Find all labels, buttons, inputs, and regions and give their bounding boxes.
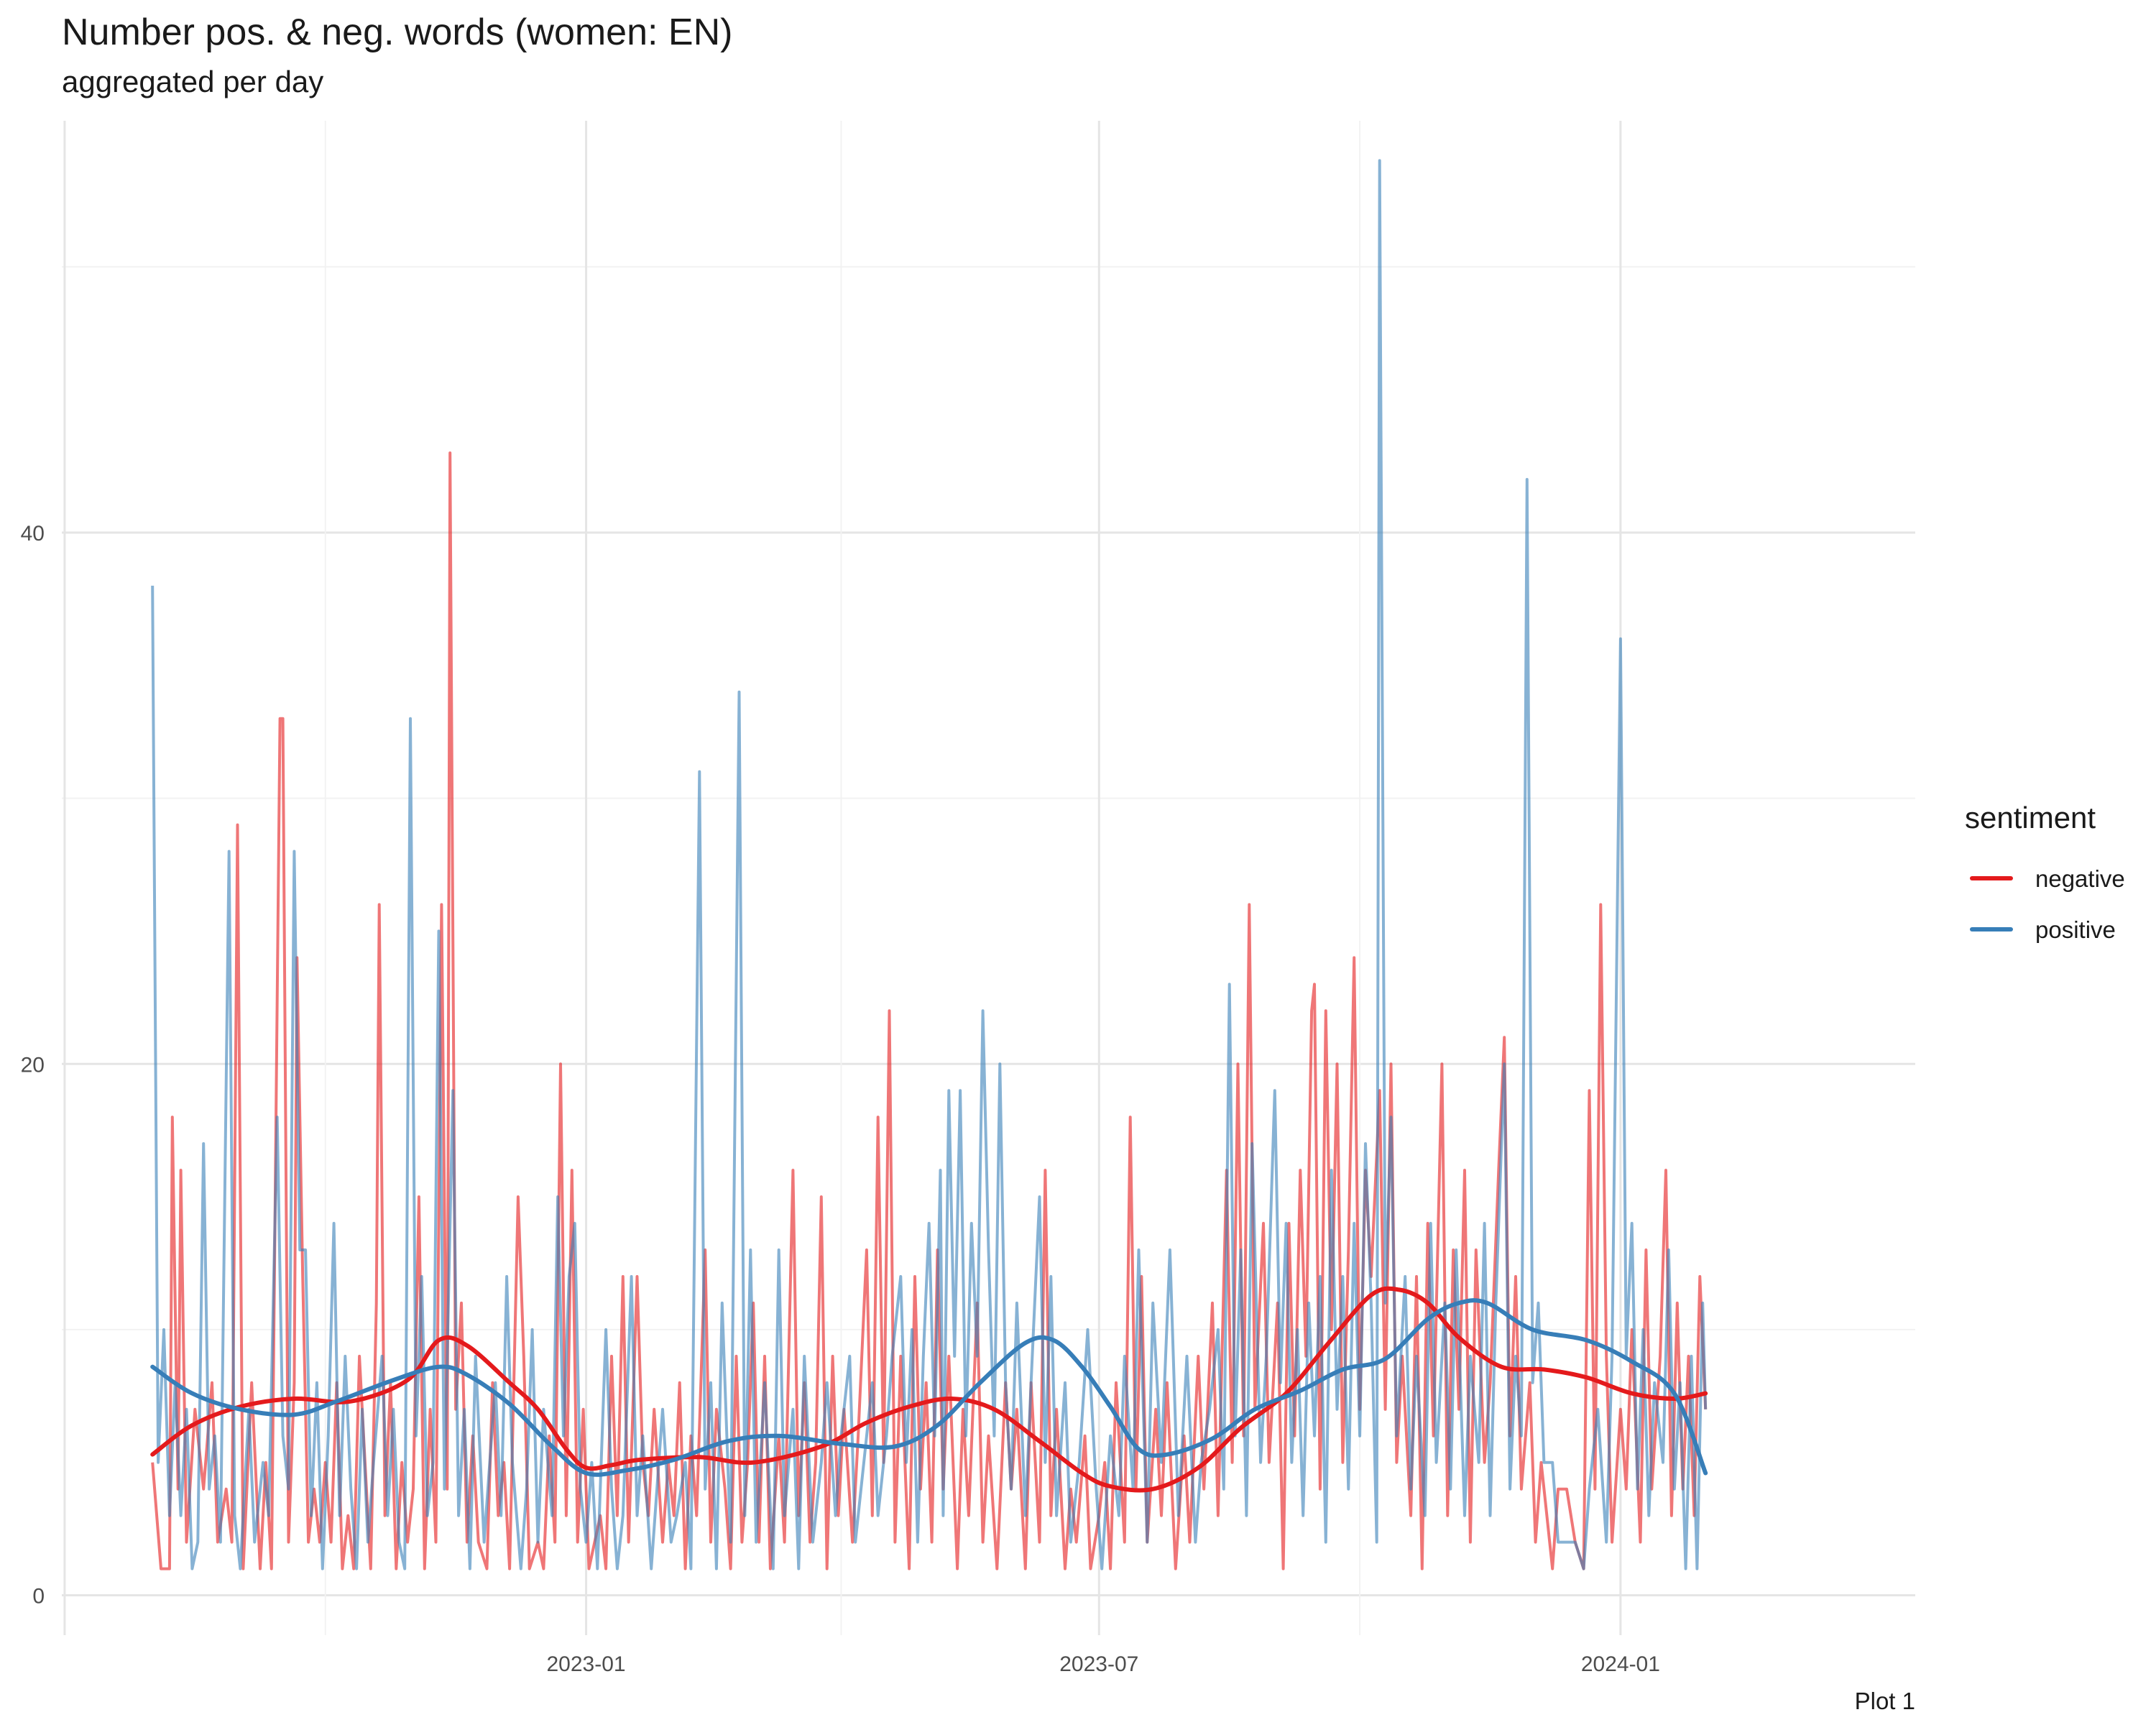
x-axis-ticks: 2023-01 2023-07 2024-01 xyxy=(546,1652,1659,1676)
x-tick-label: 2024-01 xyxy=(1581,1652,1660,1676)
raw-line-negative xyxy=(151,451,1708,1570)
raw-series-lines xyxy=(151,159,1708,1570)
x-tick-label: 2023-01 xyxy=(546,1652,625,1676)
chart-title: Number pos. & neg. words (women: EN) xyxy=(62,12,732,53)
y-tick-label: 40 xyxy=(21,522,45,546)
legend: sentiment negative positive xyxy=(1965,801,2125,943)
x-tick-label: 2023-07 xyxy=(1059,1652,1138,1676)
legend-title: sentiment xyxy=(1965,801,2096,834)
raw-line-positive xyxy=(151,159,1708,1570)
legend-label-positive: positive xyxy=(2035,916,2116,943)
smooth-line-positive xyxy=(150,1298,1708,1477)
chart-subtitle: aggregated per day xyxy=(62,65,323,98)
grid-lines xyxy=(62,121,1915,1635)
y-tick-label: 20 xyxy=(21,1053,45,1077)
chart-caption: Plot 1 xyxy=(1855,1688,1915,1714)
legend-label-negative: negative xyxy=(2035,865,2125,892)
y-axis-ticks: 0 20 40 xyxy=(21,522,45,1609)
smooth-line-negative xyxy=(150,1286,1708,1493)
y-tick-label: 0 xyxy=(32,1585,45,1609)
smoothed-series-lines xyxy=(150,1286,1708,1493)
